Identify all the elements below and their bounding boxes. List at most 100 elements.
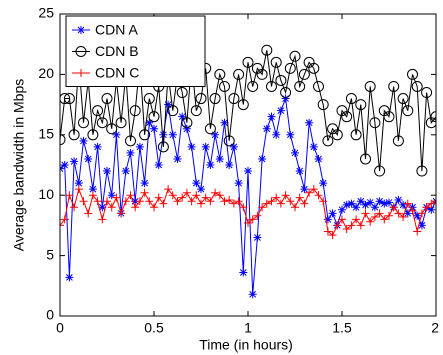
marker: [214, 68, 226, 80]
marker: [244, 167, 252, 176]
marker: [84, 154, 93, 163]
marker: [352, 203, 361, 212]
marker: [115, 117, 127, 129]
marker: [140, 188, 149, 197]
marker: [267, 197, 276, 206]
x-tick-label: 2: [431, 320, 439, 336]
marker: [360, 153, 371, 165]
marker: [248, 215, 257, 224]
marker: [333, 221, 342, 230]
marker: [60, 161, 69, 169]
marker: [103, 167, 111, 176]
marker: [385, 211, 393, 220]
marker: [366, 198, 375, 207]
marker: [206, 197, 215, 206]
marker: [239, 203, 248, 212]
marker: [305, 118, 314, 127]
marker: [389, 203, 398, 212]
marker: [107, 203, 116, 212]
marker: [220, 197, 229, 206]
marker: [356, 221, 365, 230]
marker: [126, 148, 135, 157]
marker: [139, 129, 151, 141]
marker: [313, 80, 324, 92]
marker: [374, 165, 386, 177]
marker: [417, 209, 426, 218]
marker: [159, 130, 168, 139]
y-tick-label: 10: [38, 186, 54, 202]
marker: [272, 130, 281, 139]
marker: [295, 167, 304, 176]
marker: [397, 93, 409, 105]
marker: [284, 62, 296, 74]
marker: [201, 193, 210, 202]
marker: [383, 111, 395, 123]
marker: [98, 215, 107, 224]
marker: [355, 99, 367, 111]
marker: [314, 154, 323, 163]
marker: [281, 94, 290, 103]
marker: [375, 197, 384, 206]
marker: [258, 154, 267, 163]
legend-label: CDN B: [95, 43, 139, 59]
marker: [204, 123, 216, 135]
marker: [173, 197, 182, 206]
marker: [228, 93, 240, 105]
marker: [308, 62, 320, 74]
marker: [70, 203, 79, 212]
marker: [286, 130, 295, 139]
marker: [84, 209, 93, 218]
plot-area: [60, 44, 436, 299]
marker: [74, 185, 83, 194]
marker: [328, 209, 337, 218]
marker: [342, 200, 351, 209]
marker: [394, 209, 403, 218]
marker: [369, 117, 381, 129]
marker: [68, 129, 80, 141]
marker: [125, 135, 136, 147]
marker: [347, 199, 356, 208]
marker: [178, 193, 187, 202]
marker: [173, 154, 182, 163]
marker: [300, 185, 309, 194]
marker: [427, 199, 436, 208]
marker: [92, 105, 104, 117]
marker: [60, 215, 69, 224]
marker: [195, 93, 207, 105]
marker: [392, 135, 404, 147]
marker: [112, 193, 121, 202]
marker: [356, 197, 365, 206]
marker: [413, 211, 422, 220]
marker: [341, 111, 353, 123]
marker: [192, 191, 201, 200]
marker: [275, 74, 287, 86]
legend-label: CDN C: [95, 65, 139, 81]
marker: [60, 221, 64, 230]
marker: [70, 157, 79, 166]
marker: [178, 112, 187, 121]
marker: [145, 118, 154, 127]
marker: [229, 199, 238, 208]
marker: [211, 130, 220, 139]
marker: [244, 218, 252, 227]
marker: [289, 50, 301, 62]
marker: [413, 227, 422, 236]
legend-marker: [75, 46, 87, 57]
marker: [168, 130, 177, 139]
marker: [63, 93, 75, 105]
marker: [253, 211, 262, 220]
marker: [247, 80, 259, 92]
marker: [295, 193, 304, 202]
x-tick-label: 1: [244, 320, 252, 336]
marker: [323, 215, 332, 224]
marker: [338, 205, 346, 214]
marker: [135, 197, 144, 206]
marker: [157, 141, 169, 153]
marker: [143, 93, 155, 105]
marker: [370, 203, 379, 212]
marker: [305, 188, 314, 197]
marker: [101, 93, 113, 105]
marker: [280, 87, 292, 99]
marker: [350, 129, 362, 141]
marker: [74, 179, 83, 188]
